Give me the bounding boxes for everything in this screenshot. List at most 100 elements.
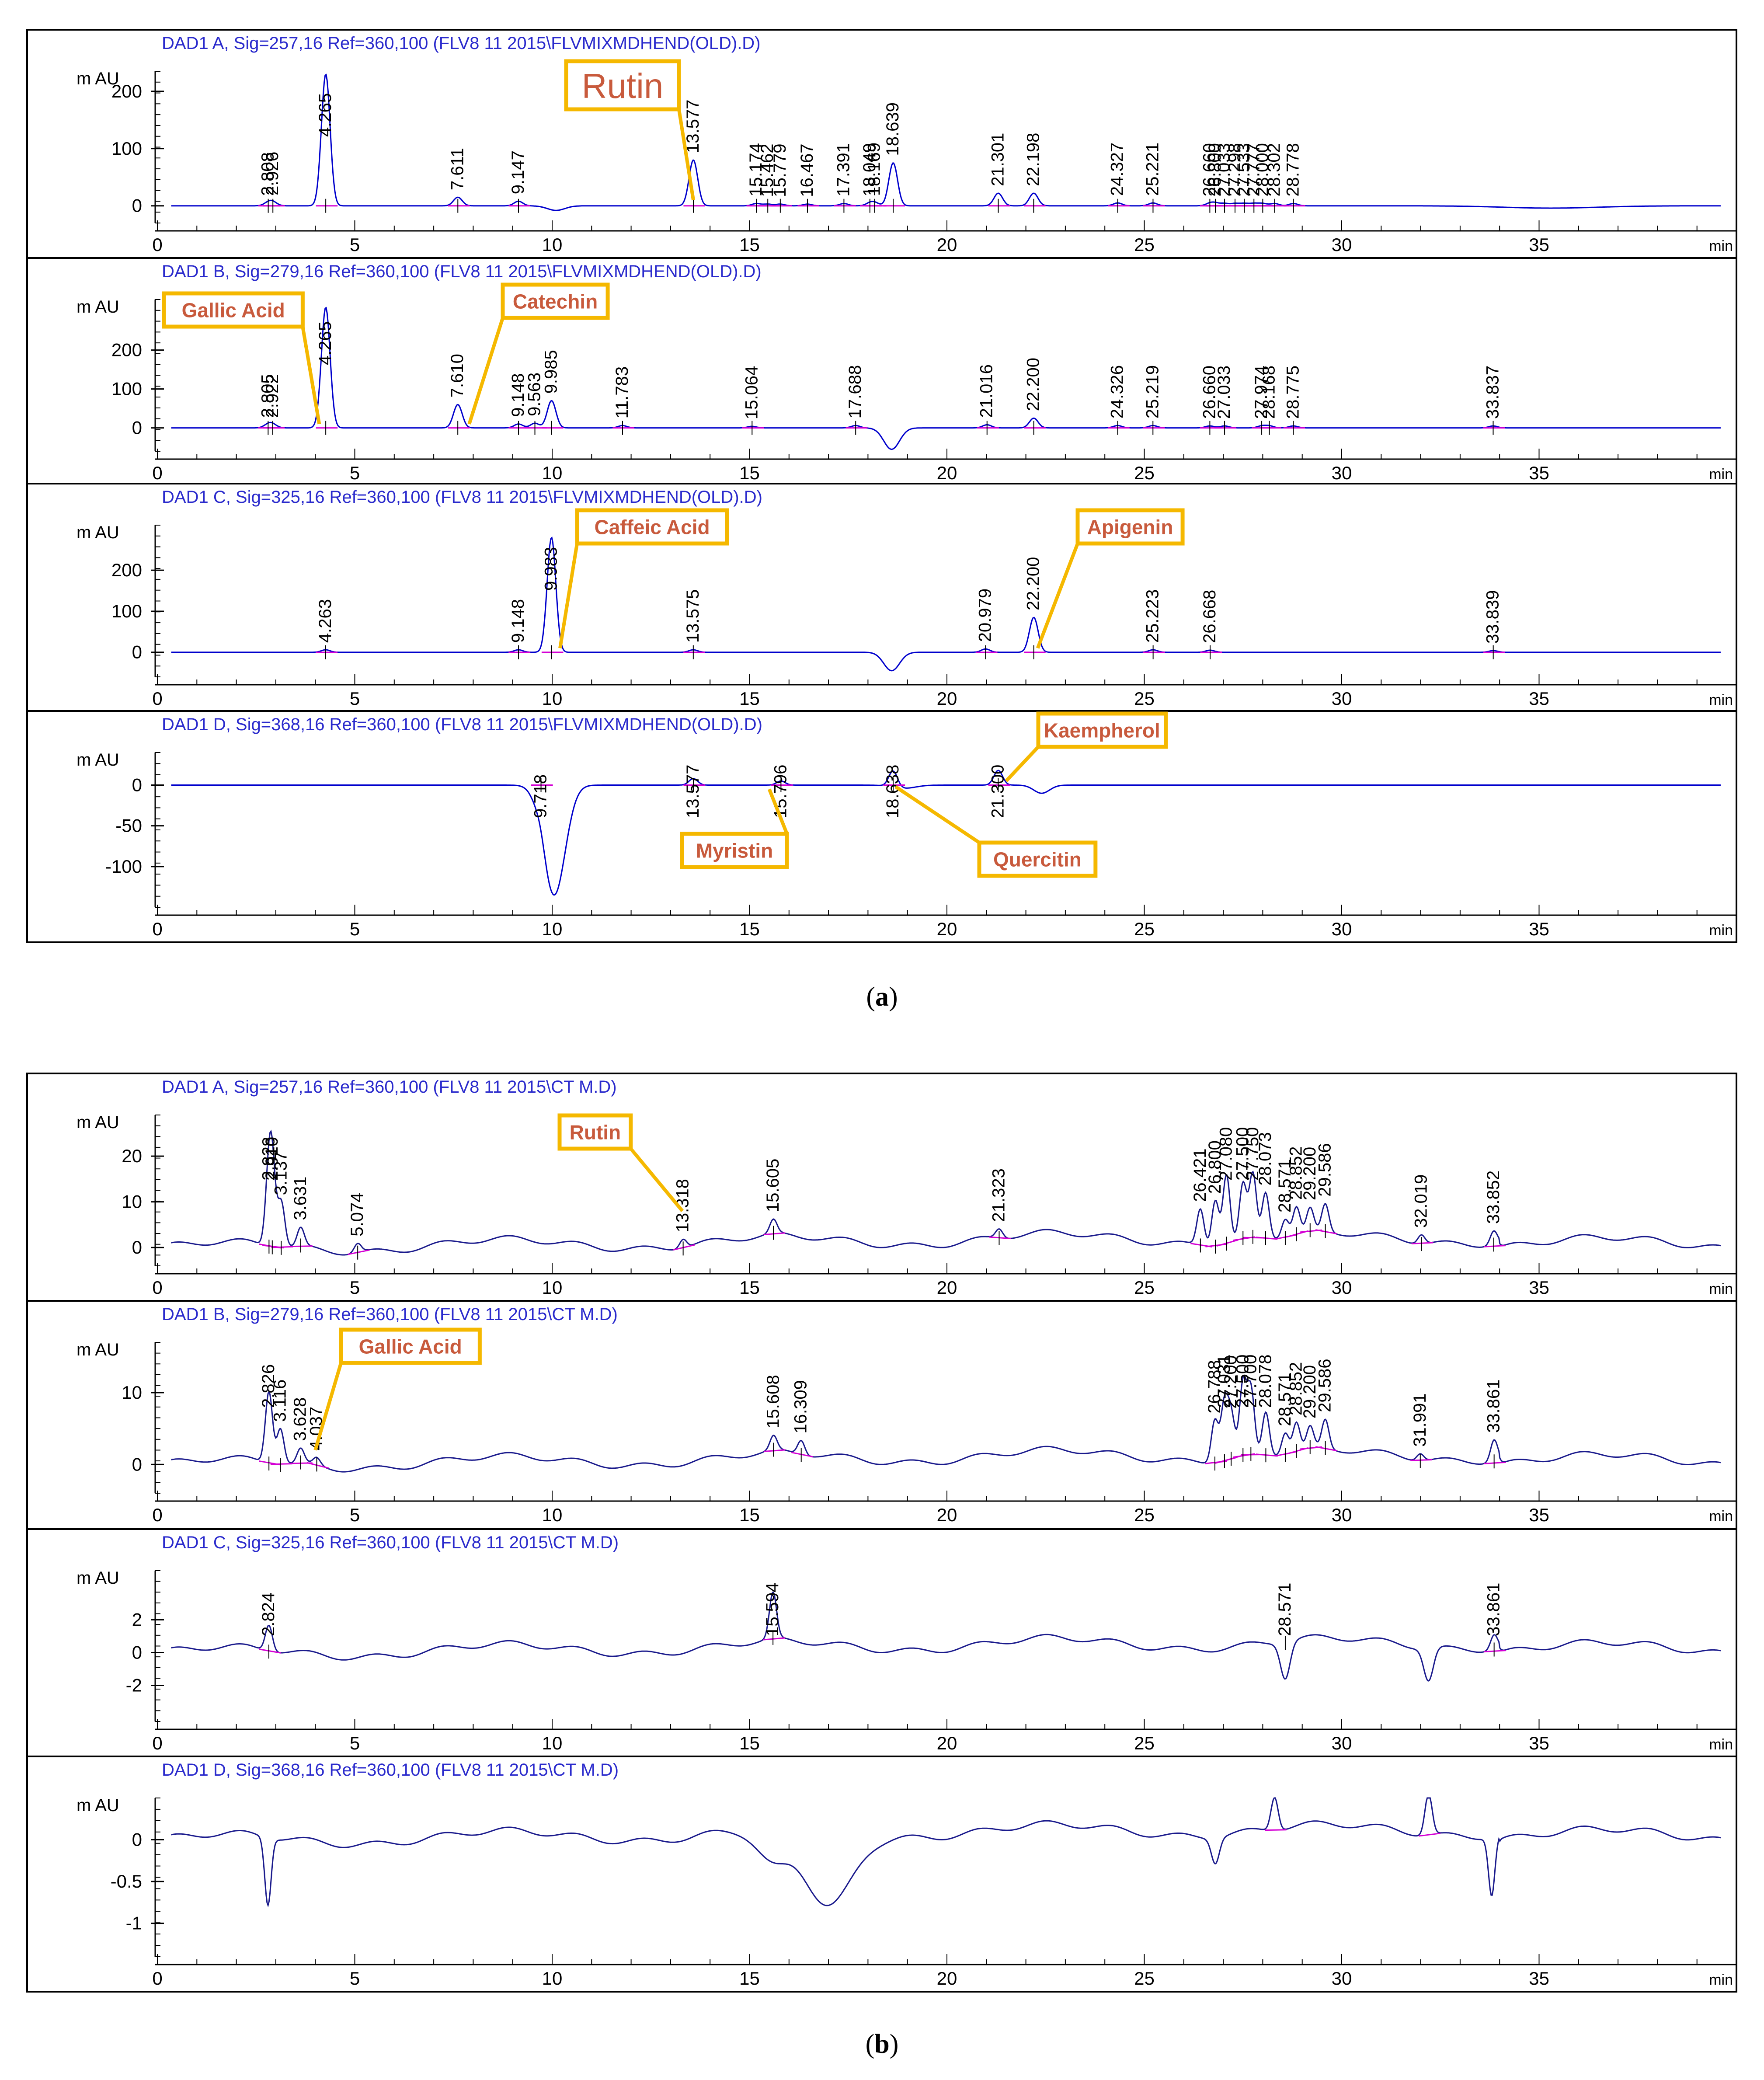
peak-label: 13.575 — [683, 589, 703, 643]
y-axis-label: m AU — [77, 1340, 119, 1359]
y-tick-label: -2 — [126, 1675, 142, 1696]
y-tick-label: 0 — [132, 1454, 142, 1474]
y-axis-label: m AU — [77, 297, 119, 317]
integration-baseline — [1411, 1242, 1433, 1244]
peak-label: 15.605 — [763, 1159, 783, 1212]
y-tick-label: -100 — [105, 856, 142, 877]
peak-label: 15.608 — [763, 1375, 783, 1428]
chromatogram-panel-8: DAD1 D, Sig=368,16 Ref=360,100 (FLV8 11 … — [77, 1760, 1737, 1989]
annotation-box — [339, 1327, 482, 1365]
peak-label: 7.610 — [448, 354, 467, 397]
integration-baseline — [306, 1462, 329, 1469]
peak-label: 28.775 — [1283, 366, 1302, 419]
y-tick-label: 0 — [132, 775, 142, 795]
x-tick-label: 20 — [937, 463, 957, 483]
peak-label: 28.852 — [1286, 1362, 1305, 1415]
y-tick-label: 100 — [111, 379, 142, 399]
peak-label: 26.421 — [1190, 1148, 1210, 1202]
peak-label: 27.031 — [1214, 1355, 1234, 1408]
peak-label: 16.309 — [791, 1380, 811, 1433]
chromatogram-panel-7: DAD1 C, Sig=325,16 Ref=360,100 (FLV8 11 … — [77, 1533, 1737, 1753]
chromatogram-trace — [171, 1797, 1721, 1908]
peak-label: 27.500 — [1233, 1127, 1252, 1181]
peak-label: 9.148 — [508, 599, 528, 643]
annotation-box — [162, 291, 305, 329]
panel-title: DAD1 D, Sig=368,16 Ref=360,100 (FLV8 11 … — [162, 1760, 619, 1780]
peak-label: 9.563 — [525, 373, 544, 416]
annotation-arrow — [894, 785, 981, 844]
compound-label: Quercitin — [993, 848, 1082, 871]
peak-label: 16.467 — [797, 143, 817, 197]
peak-label: 27.033 — [1214, 366, 1234, 419]
peak-label: 2.805 — [258, 374, 277, 418]
annotation-arrow — [1036, 543, 1079, 649]
chromatogram-panel-4: DAD1 D, Sig=368,16 Ref=360,100 (FLV8 11 … — [77, 711, 1737, 939]
panel-title: DAD1 A, Sig=257,16 Ref=360,100 (FLV8 11 … — [162, 1077, 617, 1097]
peak-label: 27.080 — [1216, 1127, 1235, 1181]
peak-label: 27.533 — [1234, 143, 1253, 196]
chromatogram-panel-2: DAD1 B, Sig=279,16 Ref=360,100 (FLV8 11 … — [77, 262, 1737, 483]
y-tick-label: 0 — [132, 642, 142, 662]
x-tick-label: 5 — [350, 1968, 360, 1989]
peak-label: 2.922 — [263, 374, 282, 418]
integration-baseline — [348, 1249, 370, 1255]
chromatogram-trace — [171, 770, 1721, 896]
x-axis-label: min — [1709, 922, 1733, 939]
x-tick-label: 25 — [1134, 463, 1155, 483]
chromatogram-panel-6: DAD1 B, Sig=279,16 Ref=360,100 (FLV8 11 … — [77, 1305, 1737, 1525]
y-tick-label: 2 — [132, 1610, 142, 1630]
chromatogram-trace — [171, 1375, 1721, 1473]
annotation-arrow — [767, 788, 789, 835]
annotation-arrow — [558, 543, 579, 648]
x-tick-label: 20 — [937, 688, 957, 709]
x-tick-label: 25 — [1134, 688, 1155, 709]
y-axis-label: m AU — [77, 1796, 119, 1815]
x-tick-label: 15 — [739, 463, 760, 483]
peak-label: 32.019 — [1411, 1174, 1430, 1228]
annotation-arrow — [1005, 746, 1040, 782]
peak-label: 17.391 — [834, 143, 853, 196]
peak-label: 18.638 — [883, 765, 902, 818]
x-axis-label: min — [1709, 466, 1733, 483]
peak-label: 15.594 — [763, 1583, 782, 1636]
y-tick-label: 100 — [111, 601, 142, 621]
y-tick-label: 0 — [132, 418, 142, 438]
annotation-arrow — [677, 109, 695, 201]
peak-label: 27.298 — [1225, 143, 1244, 196]
compound-label: Catechin — [513, 290, 598, 313]
panel-title: DAD1 C, Sig=325,16 Ref=360,100 (FLV8 11 … — [162, 1533, 619, 1552]
x-tick-label: 15 — [739, 919, 760, 939]
peak-label: 28.168 — [1260, 366, 1279, 419]
x-axis-label: min — [1709, 1736, 1733, 1753]
peak-label: 22.198 — [1023, 133, 1043, 186]
y-tick-label: 100 — [111, 138, 142, 159]
peak-label: 28.073 — [1256, 1132, 1275, 1185]
x-axis-label: min — [1709, 1281, 1733, 1297]
integration-baseline — [791, 1452, 814, 1458]
y-tick-label: 10 — [122, 1192, 142, 1212]
x-tick-label: 20 — [937, 919, 957, 939]
x-tick-label: 5 — [350, 463, 360, 483]
integration-baseline — [763, 1449, 786, 1453]
peak-label: 15.796 — [771, 765, 790, 818]
y-axis-label: m AU — [77, 69, 119, 88]
peak-label: 22.200 — [1024, 557, 1043, 610]
chromatogram-panel-3: DAD1 C, Sig=325,16 Ref=360,100 (FLV8 11 … — [77, 488, 1737, 709]
peak-label: 4.263 — [316, 599, 335, 643]
x-tick-label: 5 — [350, 1505, 360, 1525]
x-tick-label: 5 — [350, 919, 360, 939]
annotation-box — [1036, 711, 1168, 749]
peak-label: 24.327 — [1108, 143, 1127, 196]
peak-label: 21.300 — [988, 765, 1007, 818]
peak-label: 21.323 — [989, 1168, 1008, 1222]
x-tick-label: 25 — [1134, 919, 1155, 939]
peak-label: 3.628 — [291, 1397, 310, 1441]
x-tick-label: 30 — [1332, 1505, 1352, 1525]
peak-label: 28.078 — [1256, 1355, 1275, 1408]
chromatogram-trace — [171, 1591, 1721, 1682]
peak-label: 26.800 — [1205, 143, 1225, 196]
x-tick-label: 0 — [152, 1277, 162, 1298]
peak-label: 2.910 — [262, 1137, 282, 1181]
peak-label: 2.824 — [259, 1592, 278, 1636]
